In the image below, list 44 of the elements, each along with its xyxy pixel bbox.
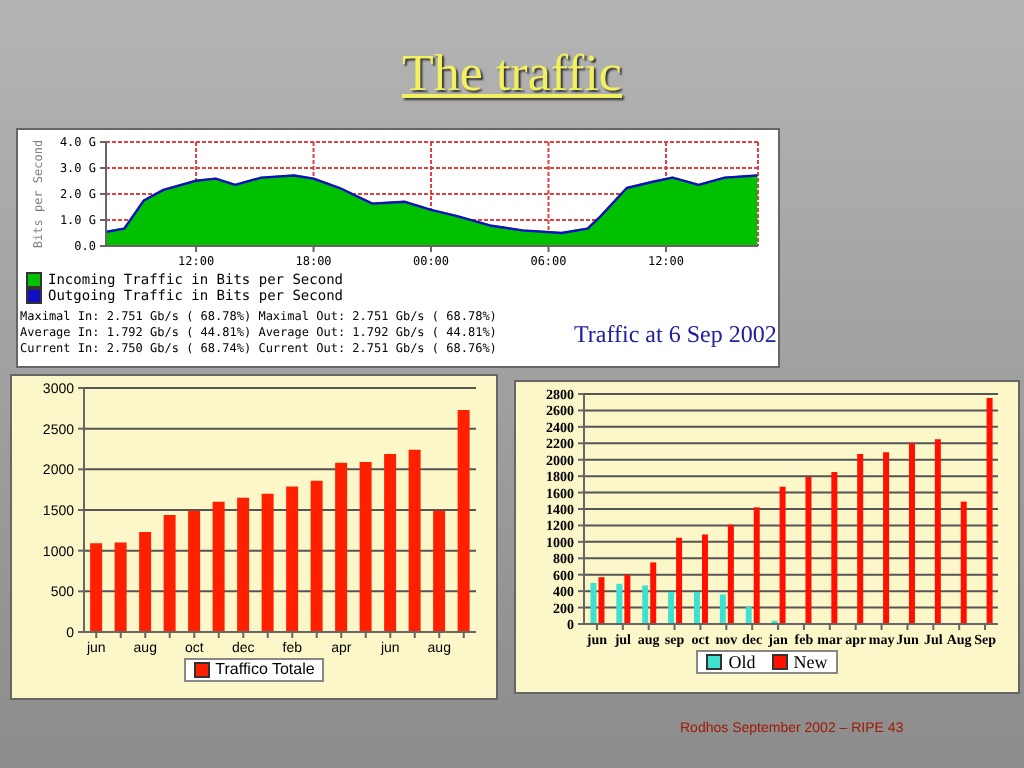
bar [114, 542, 127, 632]
bar [90, 543, 103, 632]
bar [286, 486, 299, 632]
bar [745, 606, 752, 624]
bar [163, 514, 176, 632]
bar [359, 462, 372, 632]
bar [934, 439, 941, 624]
bar [857, 453, 864, 624]
bar [188, 510, 201, 632]
bar [590, 582, 597, 624]
bar [212, 501, 225, 632]
bar [779, 486, 786, 624]
bar [693, 591, 700, 624]
bar [139, 531, 152, 632]
bar [624, 574, 631, 624]
bar [642, 585, 649, 624]
bar [960, 501, 967, 624]
bar [616, 583, 623, 624]
bar [598, 577, 605, 624]
bar [310, 480, 323, 632]
legend-label: Old [728, 652, 756, 672]
bar [883, 452, 890, 624]
bar [719, 594, 726, 624]
bar [986, 398, 993, 624]
bar [384, 453, 397, 632]
bar [753, 507, 760, 624]
bar [727, 524, 734, 624]
bar [433, 510, 446, 632]
bar [237, 497, 250, 632]
bar [831, 472, 838, 624]
bar [261, 493, 274, 632]
bar [676, 537, 683, 624]
text: Traffic at 6 Sep 2002 [574, 320, 777, 350]
bar [335, 462, 348, 632]
bar [805, 476, 812, 624]
legend-label: New [793, 652, 828, 672]
bar [701, 534, 708, 624]
bar [908, 443, 915, 624]
bar [408, 449, 421, 632]
legend-label: Traffico Totale [215, 660, 315, 678]
chart-title: The traffic [400, 44, 624, 104]
bar [650, 562, 657, 624]
bar [457, 409, 470, 632]
bar [668, 591, 675, 624]
